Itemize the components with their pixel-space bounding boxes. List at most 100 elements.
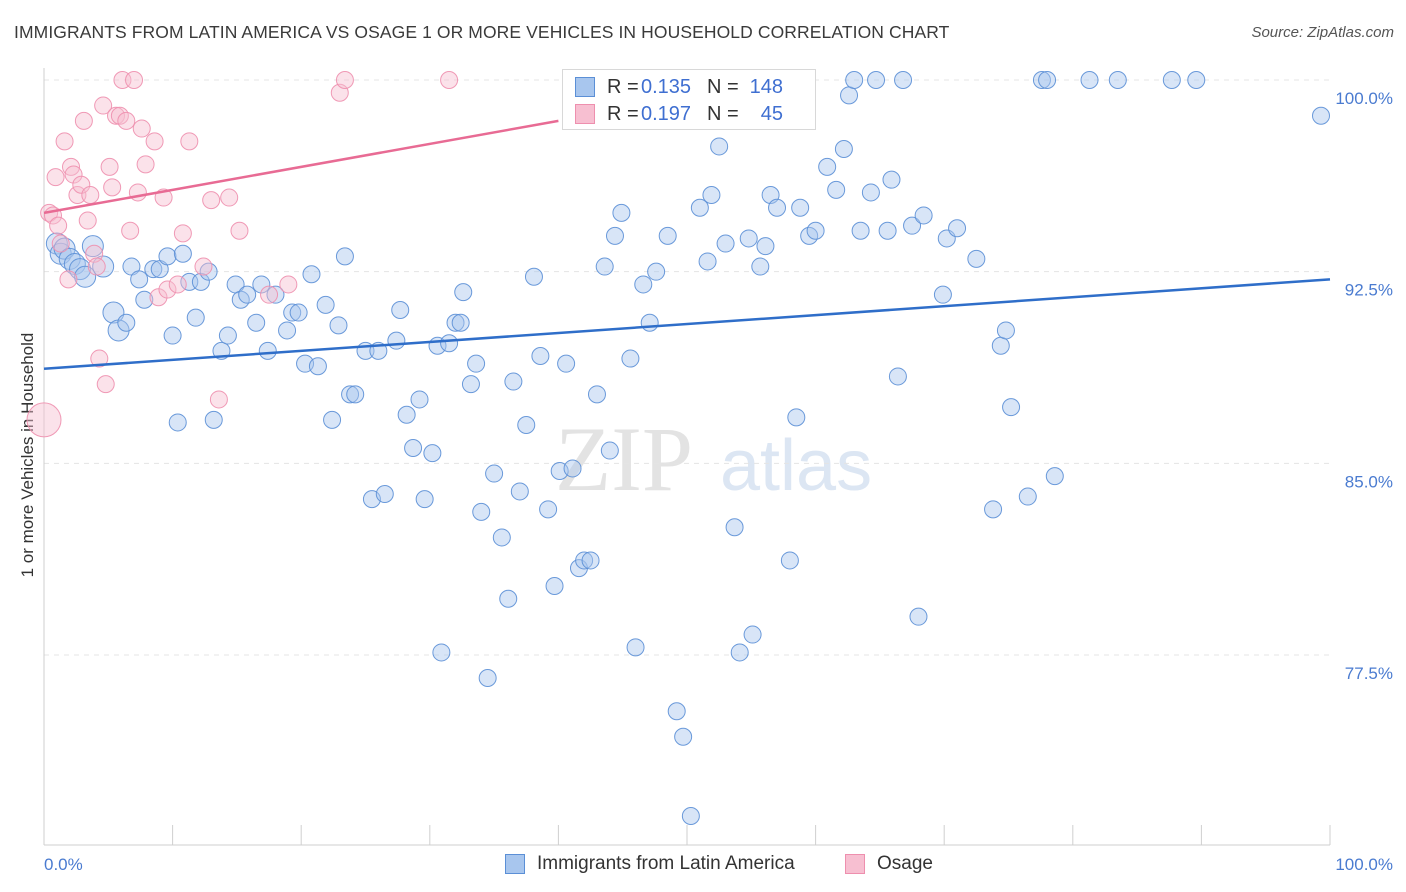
source-credit: Source: ZipAtlas.com	[1251, 24, 1394, 41]
data-point	[834, 140, 853, 158]
data-point	[888, 367, 907, 386]
y-tick-label: 85.0%	[1345, 472, 1393, 491]
data-point	[517, 416, 536, 434]
data-point	[51, 234, 70, 253]
data-point	[391, 301, 410, 319]
data-point	[768, 198, 787, 217]
data-point	[329, 316, 348, 335]
data-point	[851, 221, 870, 240]
data-point	[933, 285, 952, 304]
data-point	[173, 244, 192, 263]
watermark-zip: ZIP	[555, 408, 693, 510]
data-point	[756, 237, 775, 256]
data-point	[103, 178, 122, 197]
data-point	[302, 265, 321, 284]
data-point	[827, 180, 846, 199]
data-point	[621, 349, 640, 368]
data-point	[168, 275, 187, 294]
data-point	[440, 334, 459, 353]
correlation-legend: R = 0.135 N = 148 R = 0.197 N = 45	[562, 69, 816, 130]
legend-n-value: 45	[760, 102, 783, 125]
data-point	[230, 221, 249, 240]
data-point	[674, 727, 693, 746]
data-point	[845, 71, 864, 89]
data-point	[710, 137, 729, 156]
data-point	[1038, 71, 1057, 89]
data-point	[132, 119, 151, 138]
data-point	[258, 341, 277, 360]
data-point	[49, 216, 68, 235]
data-point	[335, 247, 354, 266]
data-point	[451, 313, 470, 332]
data-point	[1080, 71, 1099, 89]
data-point	[996, 321, 1015, 340]
data-point	[199, 262, 218, 281]
y-tick-label: 100.0%	[1335, 89, 1393, 108]
data-point	[1045, 467, 1064, 486]
data-point	[499, 589, 518, 608]
data-point	[410, 390, 429, 409]
data-point	[191, 272, 210, 291]
data-point	[791, 198, 810, 217]
data-point	[59, 270, 78, 289]
data-point	[404, 439, 423, 457]
data-point	[539, 500, 558, 519]
legend-row-pink: R = 0.197 N = 45	[575, 101, 783, 127]
data-point	[806, 221, 825, 240]
data-point	[909, 607, 928, 626]
data-point	[74, 111, 93, 130]
data-point	[681, 807, 700, 825]
data-point	[467, 354, 486, 373]
data-point	[117, 111, 136, 130]
data-point	[581, 551, 600, 570]
data-point	[557, 354, 576, 373]
data-point	[94, 96, 113, 115]
data-point	[180, 132, 199, 151]
data-point	[882, 170, 901, 189]
data-point	[186, 308, 205, 327]
data-point	[136, 155, 155, 174]
data-point	[100, 157, 119, 176]
data-point	[461, 375, 480, 394]
chart-title: IMMIGRANTS FROM LATIN AMERICA VS OSAGE 1…	[14, 22, 950, 42]
data-point	[202, 191, 221, 210]
data-point	[634, 275, 653, 294]
data-point	[323, 410, 342, 429]
data-point	[158, 280, 177, 299]
data-point	[640, 313, 659, 332]
data-point	[867, 71, 886, 89]
data-point	[68, 186, 87, 204]
bottom-legend-label-blue: Immigrants from Latin America	[537, 853, 795, 874]
x-tick-label: 100.0%	[1335, 855, 1393, 874]
data-point	[209, 390, 228, 409]
legend-r-label: R =	[607, 102, 639, 125]
data-point	[252, 275, 271, 294]
data-point	[266, 285, 285, 304]
bottom-legend-label-pink: Osage	[877, 853, 933, 874]
data-point	[415, 490, 434, 509]
data-point	[78, 211, 97, 230]
data-point	[278, 321, 297, 340]
data-point	[145, 132, 164, 151]
data-point	[1311, 106, 1330, 125]
data-point	[658, 226, 677, 245]
data-point	[1187, 71, 1206, 89]
data-point	[743, 625, 762, 644]
data-point	[531, 347, 550, 365]
data-point	[725, 518, 744, 537]
data-point	[55, 132, 74, 151]
data-point	[125, 71, 144, 89]
data-point	[158, 247, 177, 266]
y-tick-label: 92.5%	[1345, 281, 1393, 300]
legend-swatch-pink	[575, 104, 595, 124]
data-point	[168, 413, 187, 432]
data-point	[247, 313, 266, 332]
data-point	[485, 464, 504, 483]
data-point	[991, 336, 1010, 355]
data-point	[335, 71, 354, 89]
data-point	[81, 235, 104, 258]
data-point	[397, 405, 416, 424]
data-point	[510, 482, 529, 501]
watermark-atlas: atlas	[720, 426, 872, 506]
